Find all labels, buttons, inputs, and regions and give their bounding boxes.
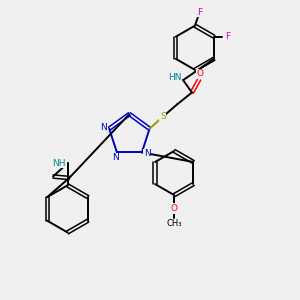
Text: F: F xyxy=(226,32,231,41)
Text: F: F xyxy=(197,8,202,16)
Text: NH: NH xyxy=(52,159,66,168)
Text: N: N xyxy=(144,149,151,158)
Text: S: S xyxy=(160,112,166,121)
Text: O: O xyxy=(171,204,178,213)
Text: N: N xyxy=(112,153,119,162)
Text: HN: HN xyxy=(168,73,182,82)
Text: O: O xyxy=(196,70,203,79)
Text: CH₃: CH₃ xyxy=(167,219,182,228)
Text: N: N xyxy=(100,123,107,132)
